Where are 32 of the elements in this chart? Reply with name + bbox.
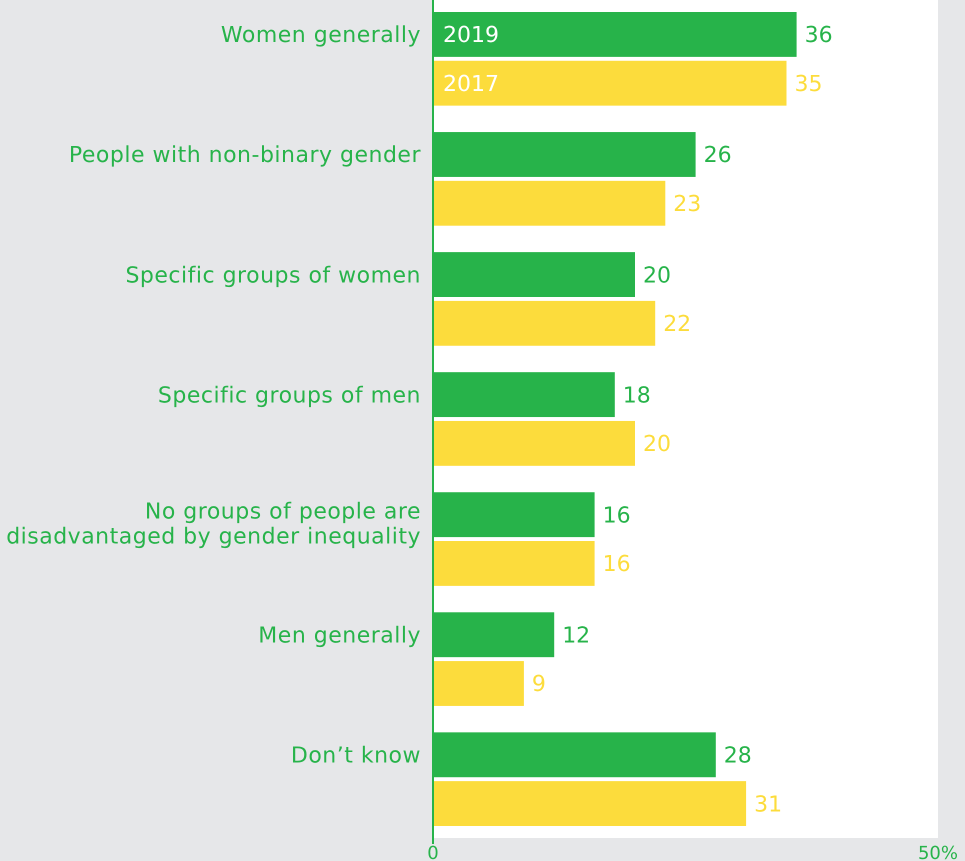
y-tick-label: Specific groups of women bbox=[125, 263, 421, 288]
y-tick-label: Women generally bbox=[220, 23, 421, 48]
x-tick-label: 0 bbox=[427, 843, 439, 861]
y-tick-label: Specific groups of men bbox=[158, 383, 421, 408]
data-label: 9 bbox=[532, 672, 546, 698]
data-label: 12 bbox=[562, 623, 590, 648]
y-tick-label: No groups of people are disadvantaged by gender inequality bbox=[6, 499, 421, 550]
y-tick-label: Don’t know bbox=[290, 743, 421, 768]
bar bbox=[433, 180, 666, 226]
x-tick-label: 50% bbox=[918, 843, 958, 861]
data-label: 31 bbox=[754, 792, 782, 818]
bar bbox=[433, 781, 746, 826]
data-label: 36 bbox=[804, 23, 833, 48]
bar bbox=[433, 60, 786, 106]
data-label: 18 bbox=[622, 383, 651, 408]
series-label: 2019 bbox=[443, 23, 499, 48]
data-label: 28 bbox=[724, 743, 752, 768]
y-tick-label: People with non-binary gender bbox=[68, 143, 422, 168]
bar bbox=[433, 300, 656, 346]
bar bbox=[433, 420, 635, 466]
data-label: 26 bbox=[704, 143, 732, 168]
data-label: 16 bbox=[602, 503, 631, 528]
bar bbox=[433, 541, 595, 586]
data-label: 35 bbox=[794, 72, 822, 97]
data-label: 16 bbox=[602, 552, 631, 578]
y-tick-label: Men generally bbox=[258, 623, 421, 648]
data-label: 20 bbox=[643, 432, 671, 458]
bar bbox=[433, 661, 524, 706]
series-label: 2017 bbox=[443, 72, 499, 97]
data-label: 23 bbox=[673, 192, 702, 217]
data-label: 22 bbox=[663, 312, 692, 338]
data-label: 20 bbox=[643, 263, 671, 288]
